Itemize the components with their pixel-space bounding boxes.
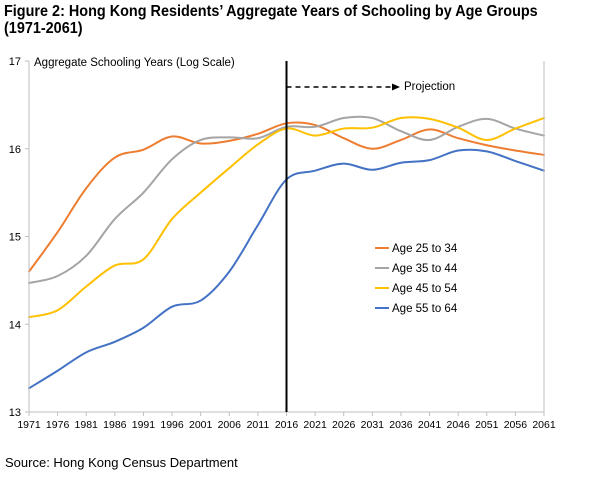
x-tick-label: 2021 [303,419,327,431]
x-tick-label: 2061 [532,419,556,431]
x-tick-label: 1971 [17,419,41,431]
x-tick-label: 2026 [332,419,356,431]
projection-label: Projection [404,81,455,93]
x-tick-label: 2011 [247,419,270,431]
x-tick-label: 2056 [504,419,528,431]
x-tick-label: 1981 [75,419,99,431]
projection-marker: Projection [285,61,455,412]
legend-label-4: Age 55 to 64 [392,303,458,315]
y-tick-label: 13 [9,407,21,419]
y-tick-label: 14 [9,319,21,331]
axes: 13 14 15 16 17 1971 1976 1981 1986 1991 1996 2001 20… [9,56,556,431]
x-tick-label: 2016 [275,419,299,431]
y-tick-label: 16 [9,144,21,156]
figure-title-line1: Figure 2: Hong Kong Residents’ Aggregate… [4,3,538,20]
x-tick-label: 2036 [389,419,413,431]
x-tick-label: 1996 [160,419,184,431]
x-tick-label: 2006 [218,419,242,431]
x-tick-label: 2031 [361,419,385,431]
y-tick-label: 15 [9,232,21,244]
legend-label-1: Age 25 to 34 [392,243,458,255]
legend: Age 25 to 34 Age 35 to 44 Age 45 to 54 Age … [375,243,458,315]
x-tick-label: 2001 [189,419,213,431]
x-tick-label: 2041 [418,419,442,431]
legend-label-2: Age 35 to 44 [392,263,458,275]
y-tick-label: 17 [9,56,21,68]
figure-title-line2: (1971-2061) [4,20,83,37]
x-tick-label: 2051 [475,419,499,431]
y-axis-label: Aggregate Schooling Years (Log Scale) [34,57,235,69]
projection-arrowhead [392,83,400,91]
figure-title: Figure 2: Hong Kong Residents’ Aggregate… [4,3,569,37]
x-tick-label: 1991 [132,419,156,431]
x-tick-label: 2046 [446,419,470,431]
x-tick-label: 1986 [103,419,127,431]
source-note: Source: Hong Kong Census Department [5,455,238,470]
x-tick-label: 1976 [46,419,70,431]
legend-label-3: Age 45 to 54 [392,283,458,295]
